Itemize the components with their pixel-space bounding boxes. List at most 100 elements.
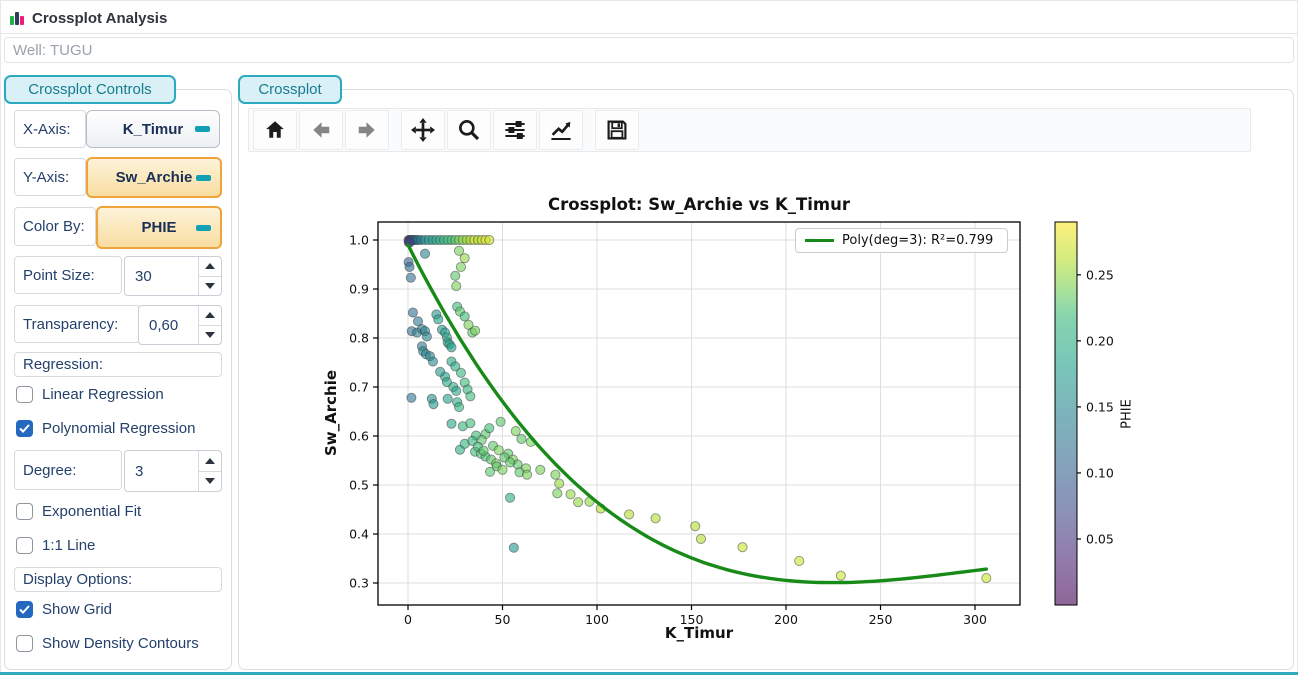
checkbox-icon[interactable] — [16, 386, 33, 403]
header-divider — [0, 33, 1298, 34]
spin-down-icon[interactable] — [199, 326, 221, 345]
scatter-point — [451, 385, 462, 396]
degree-stepper[interactable]: 3 — [124, 450, 222, 492]
point-size-stepper[interactable]: 30 — [124, 256, 222, 296]
checkbox-icon[interactable] — [16, 635, 33, 652]
y-tick-label: 0.5 — [349, 478, 369, 493]
scatter-point — [497, 464, 508, 475]
scatter-point — [470, 325, 481, 336]
scatter-point — [446, 418, 457, 429]
checkbox-icon[interactable] — [16, 420, 33, 437]
y-tick-label: 0.3 — [349, 576, 369, 591]
x-tick-label: 50 — [495, 612, 511, 627]
transparency-label: Transparency: — [14, 305, 140, 343]
x-axis-value: K_Timur — [122, 120, 184, 138]
scatter-point — [421, 331, 432, 342]
scatter-point — [981, 573, 992, 584]
scatter-point — [419, 248, 431, 259]
dropdown-dash-icon[interactable] — [195, 126, 210, 132]
x-tick-label: 200 — [774, 612, 798, 627]
bottom-accent-bar — [0, 672, 1298, 675]
home-icon[interactable] — [253, 110, 297, 150]
scatter-point — [412, 316, 424, 327]
spin-down-icon[interactable] — [199, 277, 221, 296]
scatter-point — [510, 426, 521, 437]
subplots-icon[interactable] — [493, 110, 537, 150]
transparency-stepper[interactable]: 0,60 — [138, 305, 222, 345]
checkbox-label: Exponential Fit — [42, 503, 142, 520]
scatter-point — [446, 342, 457, 353]
customize-plot-icon[interactable] — [539, 110, 583, 150]
dropdown-dash-icon[interactable] — [196, 224, 211, 231]
tab-crossplot[interactable]: Crossplot — [238, 75, 342, 104]
pan-icon[interactable] — [401, 110, 445, 150]
back-arrow-icon[interactable] — [299, 110, 343, 150]
scatter-point — [835, 570, 846, 581]
one-to-one-line-checkbox[interactable]: 1:1 Line — [16, 537, 95, 554]
colorbar — [1054, 221, 1078, 606]
colorbar-tick-label: 0.05 — [1086, 531, 1114, 546]
tab-crossplot-controls[interactable]: Crossplot Controls — [4, 75, 176, 104]
x-axis-dropdown[interactable]: K_Timur — [86, 110, 220, 148]
scatter-point — [794, 555, 805, 567]
show-grid-checkbox[interactable]: Show Grid — [16, 601, 112, 618]
scatter-point — [495, 416, 506, 427]
legend-label: Poly(deg=3): R²=0.799 — [842, 233, 994, 248]
transparency-value: 0,60 — [149, 316, 179, 334]
scatter-point — [459, 311, 470, 322]
x-tick-label: 0 — [404, 612, 412, 627]
y-tick-label: 0.7 — [349, 380, 369, 395]
dropdown-dash-icon[interactable] — [196, 174, 211, 181]
spin-down-icon[interactable] — [199, 472, 221, 492]
checkbox-label: Polynomial Regression — [42, 420, 196, 437]
crossplot-canvas[interactable]: 0 50 100 150 200 250 300 0.3 0.4 0.5 0.6 0.7 0.8 0.9 1… — [248, 155, 1251, 668]
scatter-point — [435, 366, 446, 377]
y-axis-value: Sw_Archie — [115, 169, 193, 186]
linear-regression-checkbox[interactable]: Linear Regression — [16, 386, 164, 403]
scatter-point — [484, 423, 495, 434]
degree-value: 3 — [135, 462, 144, 480]
scatter-point — [508, 542, 519, 553]
color-by-value: PHIE — [141, 219, 177, 236]
scatter-point — [404, 261, 415, 273]
spin-up-icon[interactable] — [199, 257, 221, 277]
scatter-point — [695, 533, 707, 544]
checkbox-icon[interactable] — [16, 537, 33, 554]
colorbar-tick-label: 0.20 — [1086, 333, 1114, 348]
spin-up-icon[interactable] — [199, 306, 221, 326]
colorbar-tick-label: 0.15 — [1086, 399, 1114, 414]
scatter-point — [505, 492, 516, 503]
scatter-point — [442, 393, 453, 404]
x-tick-label: 250 — [869, 612, 893, 627]
checkbox-icon[interactable] — [16, 503, 33, 520]
app-title: Crossplot Analysis — [32, 9, 168, 27]
display-options-section-label: Display Options: — [14, 567, 222, 592]
scatter-point — [690, 521, 701, 532]
color-by-dropdown[interactable]: PHIE — [96, 206, 222, 249]
zoom-icon[interactable] — [447, 110, 491, 150]
y-tick-label: 0.8 — [349, 331, 369, 346]
y-axis-label: Y-Axis: — [14, 158, 86, 196]
forward-arrow-icon[interactable] — [345, 110, 389, 150]
y-tick-label: 1.0 — [349, 233, 369, 248]
regression-curve — [406, 243, 988, 585]
scatter-point — [516, 433, 527, 444]
y-axis-dropdown[interactable]: Sw_Archie — [86, 157, 222, 198]
spin-up-icon[interactable] — [199, 451, 221, 472]
checkbox-icon[interactable] — [16, 601, 33, 618]
exponential-fit-checkbox[interactable]: Exponential Fit — [16, 503, 141, 520]
scatter-point — [406, 392, 417, 403]
scatter-point — [405, 272, 416, 283]
scatter-point — [459, 253, 470, 264]
show-density-contours-checkbox[interactable]: Show Density Contours — [16, 635, 199, 652]
scatter-point — [427, 356, 438, 367]
crossplot-panel — [238, 89, 1294, 670]
y-axis-title: Sw_Archie — [322, 369, 340, 457]
regression-section-label: Regression: — [14, 352, 222, 377]
chart-title: Crossplot: Sw_Archie vs K_Timur — [547, 195, 850, 214]
checkbox-label: Show Grid — [42, 601, 113, 618]
scatter-point — [484, 466, 496, 477]
save-icon[interactable] — [595, 110, 639, 150]
colorbar-tick-label: 0.25 — [1086, 267, 1114, 282]
polynomial-regression-checkbox[interactable]: Polynomial Regression — [16, 420, 195, 437]
